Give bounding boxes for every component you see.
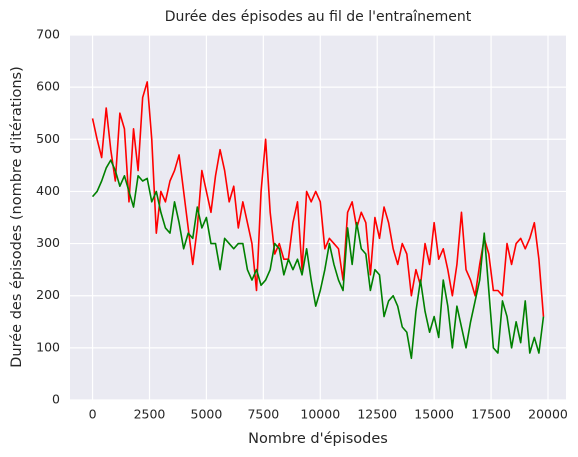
y-tick-label: 700 — [36, 27, 60, 42]
chart-title: Durée des épisodes au fil de l'entraînem… — [165, 9, 472, 25]
y-tick-label: 500 — [36, 131, 60, 146]
y-axis-label: Durée des épisodes (nombre d'itérations) — [9, 66, 25, 367]
y-tick-label: 300 — [36, 235, 60, 250]
plot-area — [70, 35, 566, 400]
x-tick-label: 10000 — [300, 407, 340, 422]
x-tick-label: 20000 — [528, 407, 568, 422]
x-tick-label: 5000 — [191, 407, 223, 422]
y-tick-label: 100 — [36, 339, 60, 354]
x-tick-label: 0 — [89, 407, 97, 422]
x-tick-label: 7500 — [247, 407, 279, 422]
series-line — [91, 81, 545, 317]
x-tick-label: 15000 — [414, 407, 454, 422]
x-axis-label: Nombre d'épisodes — [248, 431, 388, 447]
x-tick-label: 12500 — [357, 407, 397, 422]
x-tick-label: 17500 — [471, 407, 511, 422]
y-tick-label: 0 — [52, 392, 60, 407]
y-tick-label: 600 — [36, 79, 60, 94]
y-tick-label: 400 — [36, 183, 60, 198]
series-line — [91, 159, 545, 360]
y-tick-label: 200 — [36, 287, 60, 302]
x-tick-label: 2500 — [134, 407, 166, 422]
